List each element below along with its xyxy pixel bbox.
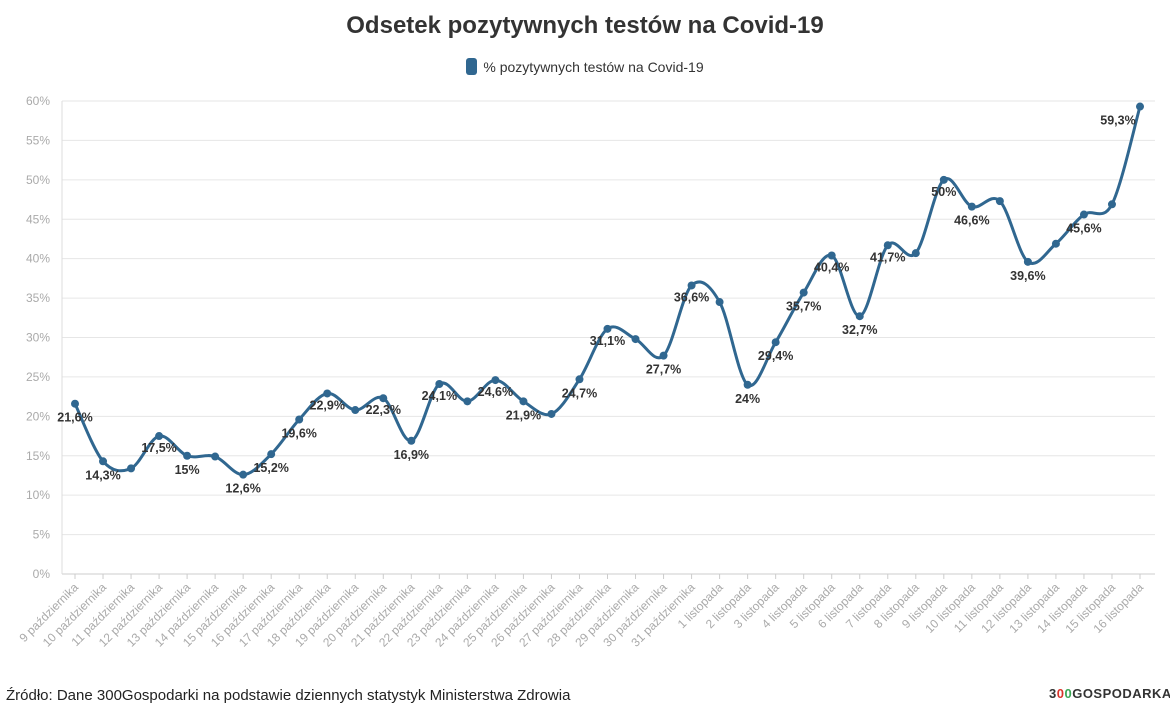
y-tick-label: 30% xyxy=(26,331,50,345)
data-label: 45,6% xyxy=(1066,222,1101,236)
data-label: 22,3% xyxy=(366,403,401,417)
data-label: 27,7% xyxy=(646,363,681,377)
data-point xyxy=(1079,210,1088,219)
data-point xyxy=(463,397,472,406)
data-label: 16,9% xyxy=(394,448,429,462)
data-point xyxy=(379,394,388,403)
data-label: 32,7% xyxy=(842,323,877,337)
data-point xyxy=(967,202,976,211)
data-point xyxy=(1107,200,1116,209)
data-label: 21,6% xyxy=(57,411,92,425)
y-tick-label: 15% xyxy=(26,449,50,463)
data-label: 35,7% xyxy=(786,300,821,314)
data-point xyxy=(1051,239,1060,248)
data-label: 17,5% xyxy=(141,441,176,455)
data-point xyxy=(827,251,836,260)
data-label: 12,6% xyxy=(225,482,260,496)
y-tick-label: 55% xyxy=(26,133,50,147)
data-point xyxy=(715,298,724,307)
data-point xyxy=(407,436,416,445)
data-point xyxy=(351,406,360,415)
legend[interactable]: % pozytywnych testów na Covid-19 xyxy=(0,58,1170,75)
data-label: 40,4% xyxy=(814,261,849,275)
data-point xyxy=(491,376,500,385)
y-tick-label: 25% xyxy=(26,370,50,384)
data-point xyxy=(799,288,808,297)
y-tick-label: 60% xyxy=(26,94,50,108)
data-point xyxy=(995,197,1004,206)
data-point xyxy=(435,380,444,389)
data-point xyxy=(323,389,332,398)
y-tick-label: 50% xyxy=(26,173,50,187)
data-label: 24% xyxy=(735,392,760,406)
data-point xyxy=(855,312,864,321)
data-point xyxy=(71,399,79,408)
data-point xyxy=(911,249,920,258)
data-label: 24,1% xyxy=(422,389,457,403)
data-label: 29,4% xyxy=(758,349,793,363)
data-label: 24,7% xyxy=(562,386,597,400)
data-label: 46,6% xyxy=(954,214,989,228)
y-tick-label: 5% xyxy=(33,528,51,542)
y-tick-label: 45% xyxy=(26,212,50,226)
chart-title: Odsetek pozytywnych testów na Covid-19 xyxy=(346,12,824,39)
data-label: 50% xyxy=(931,185,956,199)
data-point xyxy=(267,450,276,459)
data-label: 22,9% xyxy=(310,398,345,412)
y-tick-label: 20% xyxy=(26,409,50,423)
data-label: 21,9% xyxy=(506,408,541,422)
data-point xyxy=(659,351,668,360)
data-point xyxy=(295,415,304,424)
data-point xyxy=(547,409,556,418)
data-point xyxy=(211,452,220,461)
data-point xyxy=(519,397,528,406)
legend-label: % pozytywnych testów na Covid-19 xyxy=(483,59,704,75)
data-point xyxy=(575,375,584,384)
data-label: 31,1% xyxy=(590,334,625,348)
series-line xyxy=(73,106,1142,477)
data-point xyxy=(939,175,948,184)
data-point xyxy=(603,324,612,333)
legend-swatch xyxy=(466,58,478,75)
data-label: 19,6% xyxy=(281,426,316,440)
data-point xyxy=(883,241,892,250)
data-label: 14,3% xyxy=(85,468,120,482)
data-label: 39,6% xyxy=(1010,269,1045,283)
line-chart: 0%5%10%15%20%25%30%35%40%45%50%55%60%9 p… xyxy=(16,94,1155,650)
data-point xyxy=(771,338,780,347)
data-point xyxy=(183,451,192,460)
data-point xyxy=(631,335,640,344)
data-point xyxy=(687,281,696,290)
data-point xyxy=(99,457,108,466)
y-tick-label: 10% xyxy=(26,488,50,502)
y-tick-label: 35% xyxy=(26,291,50,305)
data-point xyxy=(1023,257,1032,266)
source-note: Źródło: Dane 300Gospodarki na podstawie … xyxy=(6,687,571,704)
data-point xyxy=(127,464,136,473)
logo: 300GOSPODARKA xyxy=(1049,686,1170,701)
data-point xyxy=(743,380,752,389)
data-label: 15,2% xyxy=(253,461,288,475)
data-point xyxy=(239,470,248,479)
y-tick-label: 0% xyxy=(33,567,51,581)
data-label: 41,7% xyxy=(870,250,905,264)
data-point xyxy=(1136,102,1144,111)
data-label: 36,6% xyxy=(674,290,709,304)
data-point xyxy=(155,432,164,441)
data-label: 15% xyxy=(175,463,200,477)
y-tick-label: 40% xyxy=(26,252,50,266)
data-label: 59,3% xyxy=(1100,114,1135,128)
data-label: 24,6% xyxy=(478,385,513,399)
